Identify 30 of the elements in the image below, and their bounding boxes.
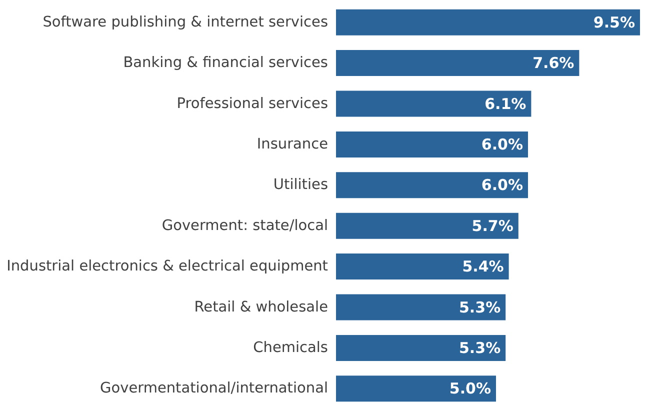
y-tick-label: Goverment: state/local — [162, 218, 328, 234]
data-label: 5.7% — [472, 216, 514, 235]
y-tick-label: Govermentational/international — [100, 380, 328, 397]
bar — [336, 294, 506, 320]
bar — [336, 90, 532, 117]
bar — [336, 50, 580, 76]
bar — [336, 9, 640, 36]
y-tick-label: Banking & financial services — [123, 55, 328, 72]
y-tick-label: Professional services — [176, 96, 328, 112]
bar — [336, 131, 528, 158]
data-label: 5.0% — [449, 380, 491, 398]
data-label: 7.6% — [532, 54, 574, 72]
data-label: 5.3% — [458, 338, 501, 357]
data-label: 9.5% — [593, 13, 635, 32]
bar — [336, 254, 509, 280]
data-label: 6.0% — [481, 135, 523, 154]
y-tick-label: Chemicals — [253, 340, 328, 356]
bar — [336, 334, 506, 361]
data-label: 6.1% — [484, 94, 526, 113]
y-tick-label: Retail & wholesale — [194, 299, 328, 316]
y-tick-label: Insurance — [256, 136, 328, 152]
bar — [336, 212, 518, 239]
data-label: 5.4% — [462, 258, 504, 276]
y-tick-label: Industrial electronics & electrical equipment — [6, 258, 328, 275]
data-label: 5.3% — [458, 298, 501, 316]
bar — [336, 376, 496, 402]
y-tick-label: Utilities — [273, 177, 328, 194]
y-tick-label: Software publishing & internet services — [42, 14, 328, 30]
bar — [336, 172, 528, 198]
data-label: 6.0% — [481, 176, 523, 194]
